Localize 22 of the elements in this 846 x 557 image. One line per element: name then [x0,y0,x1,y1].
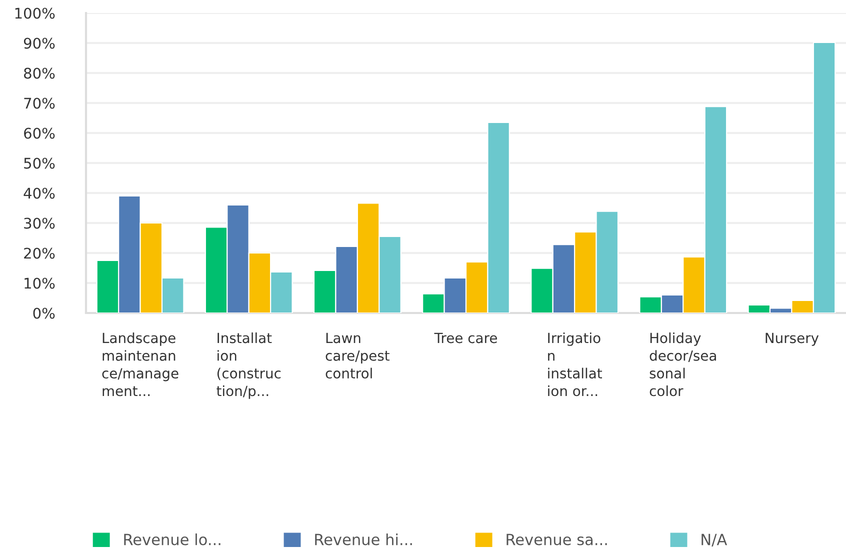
x-tick-label: Landscape maintenan ce/manage ment... [102,332,178,396]
x-tick-label: Lawn care/pest control [326,332,390,379]
y-tick-label: 90% [24,38,55,49]
x-tick-label: Tree care [434,332,497,344]
legend-label: Revenue lo... [124,533,220,546]
y-tick-label: 80% [24,68,55,79]
y-tick-label: 50% [24,158,55,169]
legend-label: Revenue sa... [506,534,607,546]
x-tick-label: Nursery [766,332,819,346]
y-tick-label: 20% [24,248,55,259]
y-tick-label: 40% [24,188,55,199]
y-tick-label: 100% [15,8,55,19]
legend-label: N/A [702,534,728,546]
legend-label: Revenue hi... [315,533,412,546]
y-tick-label: 10% [24,278,55,289]
x-tick-label: Holiday decor/sea sonal color [650,332,716,396]
y-tick-label: 0% [33,308,55,319]
y-tick-label: 30% [24,218,55,229]
x-tick-label: Installat ion (construc tion/p... [216,332,281,399]
y-tick-label: 60% [24,128,55,139]
x-tick-label: Irrigatio n installat ion or... [548,332,602,396]
y-tick-label: 70% [24,98,55,109]
